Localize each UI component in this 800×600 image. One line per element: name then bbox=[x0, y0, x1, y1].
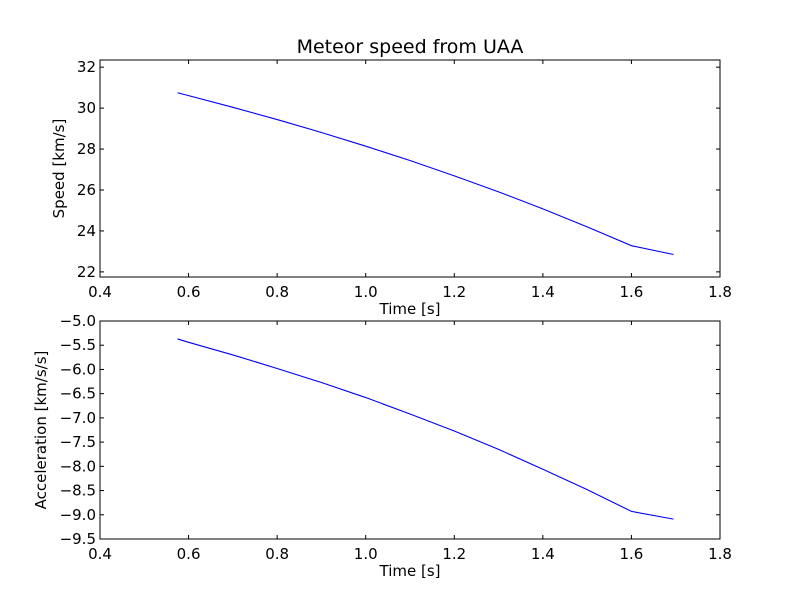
acceleration-y-tick-label: −9.5 bbox=[60, 530, 96, 548]
acceleration-x-tick-label: 1.2 bbox=[442, 545, 466, 563]
acceleration-y-tick-label: −8.5 bbox=[60, 482, 96, 500]
acceleration-y-axis-label: Acceleration [km/s/s] bbox=[32, 351, 50, 510]
figure-title: Meteor speed from UAA bbox=[297, 36, 524, 58]
speed-y-tick-label: 28 bbox=[77, 140, 96, 158]
speed-axes-frame bbox=[99, 59, 721, 278]
speed-y-tick-label: 24 bbox=[77, 222, 96, 240]
acceleration-x-axis-label: Time [s] bbox=[379, 562, 441, 580]
speed-y-tick-label: 22 bbox=[77, 263, 96, 281]
acceleration-y-tick-label: −9.0 bbox=[60, 506, 96, 524]
speed-series-line bbox=[177, 92, 674, 256]
speed-x-tick-label: 1.8 bbox=[708, 283, 732, 301]
acceleration-y-tick-label: −5.0 bbox=[60, 312, 96, 330]
acceleration-y-tick-label: −6.0 bbox=[60, 360, 96, 378]
acceleration-y-tick-label: −6.5 bbox=[60, 385, 96, 403]
acceleration-x-tick-label: 0.8 bbox=[265, 545, 289, 563]
speed-x-tick-label: 0.8 bbox=[265, 283, 289, 301]
speed-x-axis-label: Time [s] bbox=[379, 300, 441, 318]
speed-y-axis-label: Speed [km/s] bbox=[50, 119, 68, 219]
speed-y-tick-label: 26 bbox=[77, 181, 96, 199]
acceleration-x-tick-label: 0.4 bbox=[88, 545, 112, 563]
acceleration-y-tick-label: −7.5 bbox=[60, 433, 96, 451]
speed-panel: 0.4 0.6 0.8 1.0 1.2 1.4 1.6 1.8 22 24 26 28 30 32 Time… bbox=[50, 58, 732, 318]
speed-x-tick-label: 0.4 bbox=[88, 283, 112, 301]
speed-x-tick-label: 1.2 bbox=[442, 283, 466, 301]
speed-x-tick-label: 1.6 bbox=[619, 283, 643, 301]
acceleration-x-tick-label: 1.8 bbox=[708, 545, 732, 563]
acceleration-series-line bbox=[177, 338, 674, 520]
speed-y-tick-label: 30 bbox=[77, 99, 96, 117]
acceleration-panel: 0.4 0.6 0.8 1.0 1.2 1.4 1.6 1.8 −5.0 −5.5 −6.0 −6.5… bbox=[32, 312, 732, 580]
acceleration-x-tick-label: 0.6 bbox=[177, 545, 201, 563]
acceleration-x-tick-label: 1.6 bbox=[619, 545, 643, 563]
speed-x-tick-label: 1.4 bbox=[531, 283, 555, 301]
speed-x-tick-label: 1.0 bbox=[354, 283, 378, 301]
acceleration-axes-frame bbox=[99, 320, 721, 540]
acceleration-y-tick-label: −5.5 bbox=[60, 336, 96, 354]
speed-x-tick-label: 0.6 bbox=[177, 283, 201, 301]
acceleration-x-tick-label: 1.0 bbox=[354, 545, 378, 563]
acceleration-y-tick-label: −7.0 bbox=[60, 409, 96, 427]
acceleration-x-tick-label: 1.4 bbox=[531, 545, 555, 563]
acceleration-y-tick-label: −8.0 bbox=[60, 457, 96, 475]
speed-y-tick-label: 32 bbox=[77, 58, 96, 76]
